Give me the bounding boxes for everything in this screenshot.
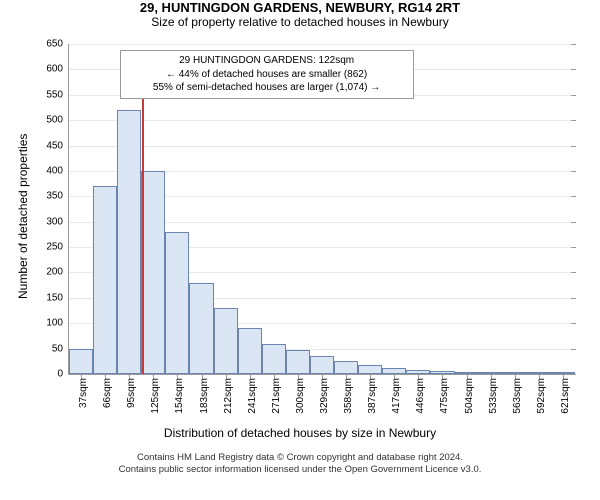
histogram-bar — [334, 361, 358, 374]
gridline — [69, 44, 575, 45]
xtick-label: 212sqm — [223, 378, 234, 414]
annotation-box: 29 HUNTINGDON GARDENS: 122sqm← 44% of de… — [120, 50, 414, 99]
ytick-label: 400 — [46, 165, 63, 176]
ytick-label: 350 — [46, 191, 63, 202]
ytick-mark — [571, 120, 576, 121]
ytick-mark — [571, 374, 576, 375]
xtick-label: 66sqm — [102, 378, 113, 408]
ytick-label: 300 — [46, 216, 63, 227]
xtick-label: 154sqm — [174, 378, 185, 414]
ytick-label: 650 — [46, 39, 63, 50]
xtick-label: 358sqm — [343, 378, 354, 414]
x-axis-label: Distribution of detached houses by size … — [0, 426, 600, 440]
ytick-mark — [571, 323, 576, 324]
ytick-label: 100 — [46, 318, 63, 329]
histogram-bar — [189, 283, 213, 374]
xtick-label: 271sqm — [271, 378, 282, 414]
xtick-label: 183sqm — [199, 378, 210, 414]
xtick-label: 621sqm — [560, 378, 571, 414]
ytick-label: 450 — [46, 140, 63, 151]
histogram-bar — [262, 344, 286, 374]
ytick-mark — [571, 247, 576, 248]
ytick-mark — [571, 349, 576, 350]
xtick-label: 125sqm — [150, 378, 161, 414]
ytick-label: 50 — [52, 343, 63, 354]
xtick-label: 300sqm — [295, 378, 306, 414]
ytick-mark — [571, 298, 576, 299]
footer-line-1: Contains HM Land Registry data © Crown c… — [0, 452, 600, 464]
histogram-bar — [165, 232, 189, 374]
footer-line-2: Contains public sector information licen… — [0, 464, 600, 476]
ytick-mark — [571, 196, 576, 197]
xtick-label: 446sqm — [415, 378, 426, 414]
ytick-mark — [571, 171, 576, 172]
chart-subtitle: Size of property relative to detached ho… — [0, 15, 600, 29]
ytick-label: 250 — [46, 242, 63, 253]
xtick-label: 329sqm — [319, 378, 330, 414]
histogram-bar — [358, 365, 382, 374]
ytick-mark — [571, 146, 576, 147]
ytick-label: 500 — [46, 115, 63, 126]
property-marker-line — [142, 70, 144, 374]
ytick-label: 150 — [46, 292, 63, 303]
histogram-bar — [286, 350, 310, 374]
plot-area: 0501001502002503003504004505005506006503… — [68, 44, 575, 375]
ytick-label: 200 — [46, 267, 63, 278]
y-axis-label: Number of detached properties — [16, 134, 30, 299]
ytick-mark — [571, 69, 576, 70]
ytick-label: 0 — [57, 369, 63, 380]
xtick-label: 563sqm — [512, 378, 523, 414]
xtick-label: 241sqm — [247, 378, 258, 414]
ytick-label: 600 — [46, 64, 63, 75]
footer-attribution: Contains HM Land Registry data © Crown c… — [0, 452, 600, 477]
xtick-label: 592sqm — [536, 378, 547, 414]
histogram-bar — [117, 110, 141, 374]
ytick-mark — [571, 222, 576, 223]
ytick-label: 550 — [46, 89, 63, 100]
histogram-bar — [141, 171, 165, 374]
gridline — [69, 146, 575, 147]
ytick-mark — [571, 44, 576, 45]
histogram-bar — [238, 328, 262, 374]
ytick-mark — [571, 95, 576, 96]
histogram-bar — [310, 356, 334, 374]
gridline — [69, 120, 575, 121]
chart-title: 29, HUNTINGDON GARDENS, NEWBURY, RG14 2R… — [0, 0, 600, 15]
annotation-line: 29 HUNTINGDON GARDENS: 122sqm — [127, 54, 407, 68]
histogram-bar — [69, 349, 93, 374]
xtick-label: 475sqm — [439, 378, 450, 414]
annotation-line: ← 44% of detached houses are smaller (86… — [127, 68, 407, 82]
xtick-label: 417sqm — [391, 378, 402, 414]
histogram-bar — [93, 186, 117, 374]
xtick-label: 95sqm — [126, 378, 137, 408]
ytick-mark — [571, 272, 576, 273]
xtick-label: 387sqm — [367, 378, 378, 414]
annotation-line: 55% of semi-detached houses are larger (… — [127, 81, 407, 95]
histogram-bar — [214, 308, 238, 374]
xtick-label: 37sqm — [78, 378, 89, 408]
xtick-label: 533sqm — [488, 378, 499, 414]
xtick-label: 504sqm — [464, 378, 475, 414]
